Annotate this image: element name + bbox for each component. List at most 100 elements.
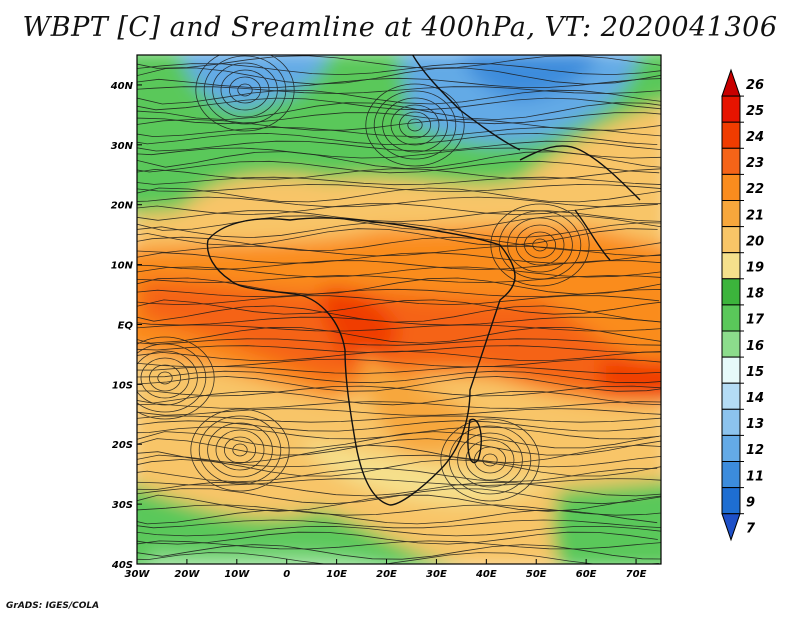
grads-credit: GrADS: IGES/COLA [6, 601, 100, 611]
vortex-streamline [203, 55, 287, 125]
colorbar-swatch [721, 68, 741, 97]
streamline [137, 468, 658, 483]
lon-tick-label: 10W [224, 569, 250, 580]
colorbar-label: 11 [746, 469, 764, 484]
streamline [137, 299, 661, 315]
vortex-streamline [157, 371, 173, 385]
coastlines [206, 55, 641, 506]
colorbar-label: 13 [746, 417, 764, 432]
streamline [137, 350, 661, 362]
lat-tick-label: 20N [111, 201, 134, 212]
vortex-streamline [148, 364, 181, 392]
streamline [137, 390, 661, 406]
colorbar-swatch [721, 173, 741, 201]
colorbar: 26 25 24 23 22 21 20 19 18 17 16 15 14 13 12 11 9 7 [721, 68, 765, 542]
colorbar-swatch [721, 121, 741, 149]
colorbar-swatch [721, 330, 741, 358]
colorbar-label: 21 [746, 208, 764, 223]
vortex-streamline [473, 446, 506, 474]
streamline [137, 97, 661, 111]
streamline [137, 420, 661, 432]
streamline [137, 140, 661, 152]
vortex-streamline [440, 418, 540, 502]
vortex-streamline [482, 453, 498, 467]
streamline [137, 252, 661, 264]
lat-tick-label: 40S [111, 560, 133, 571]
vortex-streamline [390, 104, 440, 146]
colorbar-swatch [721, 147, 741, 175]
vortex-streamline [220, 69, 270, 111]
vortex-streamline [532, 238, 548, 252]
vortex-streamline [457, 432, 523, 488]
colorbar-swatch [721, 95, 741, 123]
colorbar-label: 19 [746, 260, 764, 275]
streamline [137, 266, 661, 278]
streamline [137, 55, 661, 69]
longitude-axis: 30W 20W 10W 0 10E 20E 30E 40E 50E 60E 70E [125, 559, 647, 580]
lon-tick-label: 20E [376, 569, 397, 580]
streamline [137, 67, 661, 85]
vortex-streamline [223, 436, 256, 464]
colorbar-swatch [721, 434, 741, 462]
colorbar-swatch [721, 304, 741, 332]
streamline [137, 215, 661, 231]
colorbar-label: 9 [746, 495, 755, 510]
colorbar-label: 12 [746, 443, 764, 458]
streamline [137, 196, 658, 208]
colorbar-swatch [721, 382, 741, 410]
streamline [137, 385, 661, 397]
colorbar-label: 18 [746, 287, 764, 302]
vortex-streamline [137, 336, 215, 420]
streamline [137, 86, 661, 94]
streamline [137, 288, 661, 298]
latitude-axis: 40N 30N 20N 10N EQ 10S 20S 30S 40S [110, 81, 142, 571]
streamline [137, 509, 658, 525]
lat-tick-label: 10S [112, 380, 133, 391]
streamline [137, 478, 661, 486]
map-title: WBPT [C] and Sreamline at 400hPa, VT: 20… [22, 12, 778, 43]
streamline [137, 438, 661, 456]
colorbar-label: 25 [746, 104, 764, 119]
streamline [137, 376, 661, 392]
streamline [137, 481, 661, 497]
vortex-streamline [465, 439, 515, 481]
streamline [137, 531, 658, 545]
colorbar-swatch [721, 461, 741, 489]
lon-tick-label: 10E [326, 569, 347, 580]
streamline [137, 488, 661, 505]
streamline [137, 168, 661, 180]
lon-tick-label: 50E [526, 569, 547, 580]
colorbar-label: 23 [746, 156, 764, 171]
streamline [137, 316, 661, 326]
vortex-streamline [490, 203, 590, 287]
lon-tick-label: 60E [576, 569, 597, 580]
streamline [137, 160, 660, 174]
vortex-streamline [228, 76, 261, 104]
streamline [137, 366, 661, 374]
lon-tick-label: 40E [475, 569, 497, 580]
lat-tick-label: 30N [111, 141, 134, 152]
streamline [137, 222, 661, 239]
vortex-streamline [507, 217, 573, 273]
vortex-streamline [137, 343, 207, 413]
lat-tick-label: EQ [118, 320, 134, 331]
lat-tick-label: 10N [111, 261, 134, 272]
streamline [137, 401, 661, 409]
streamline [137, 275, 661, 283]
map-plot-area [136, 54, 662, 565]
streamline [137, 176, 661, 186]
streamline [137, 415, 661, 423]
streamline [137, 454, 661, 468]
streamline [137, 370, 661, 384]
lat-tick-label: 20S [112, 440, 133, 451]
streamline [137, 540, 661, 550]
vortex-streamline [207, 422, 273, 478]
colorbar-swatch [721, 513, 741, 542]
lon-tick-label: 20W [174, 569, 200, 580]
vortex-streamline [198, 415, 282, 485]
vortex-streamline [215, 429, 265, 471]
colorbar-label: 14 [746, 391, 764, 406]
colorbar-label: 24 [746, 130, 764, 145]
streamline [137, 525, 661, 537]
lat-tick-label: 30S [112, 500, 133, 511]
